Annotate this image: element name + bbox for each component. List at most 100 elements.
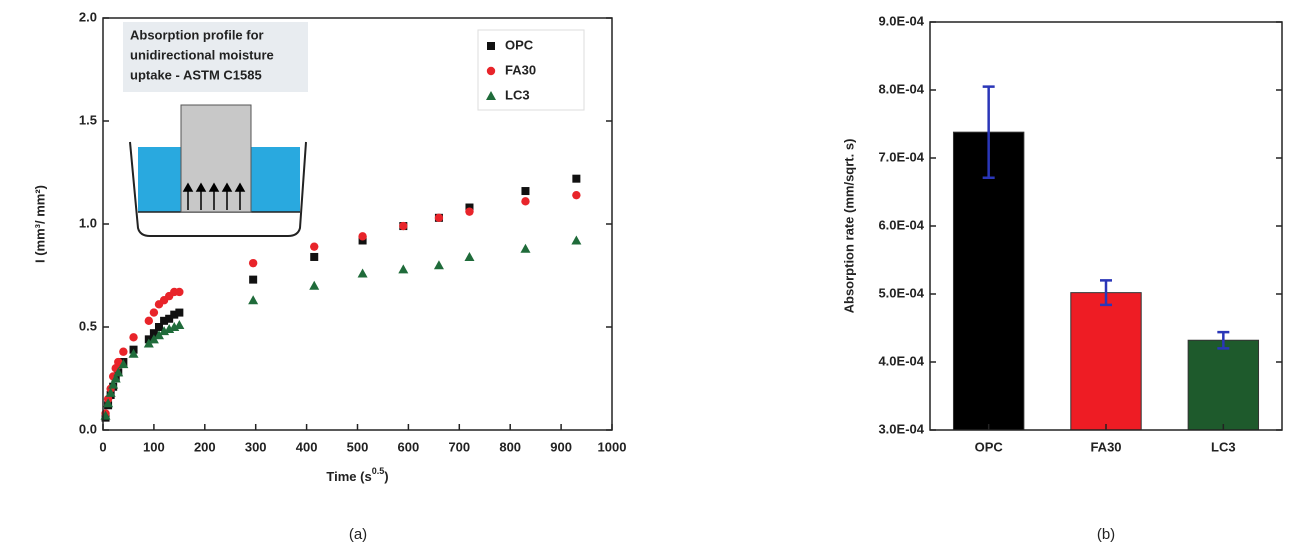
x-tick-label: LC3 xyxy=(1211,439,1236,454)
y-tick-label: 8.0E-04 xyxy=(878,81,924,96)
arrows xyxy=(182,182,246,210)
point xyxy=(465,207,474,216)
point xyxy=(175,287,184,297)
point xyxy=(160,316,169,325)
inset-diagram xyxy=(123,22,308,237)
point xyxy=(143,338,154,348)
point xyxy=(128,348,139,358)
point xyxy=(113,367,124,377)
annotation-box xyxy=(123,22,308,92)
point xyxy=(144,316,154,326)
legend-label: LC3 xyxy=(505,87,530,102)
point xyxy=(399,221,408,231)
legend-marker xyxy=(486,91,496,100)
point xyxy=(358,232,367,241)
x-tick-label: 600 xyxy=(398,439,420,454)
annotation: uptake - ASTM C1585 xyxy=(130,67,262,82)
x-tick-label: 700 xyxy=(448,439,470,454)
y-axis-label: Absorption rate (mm/sqrt. s) xyxy=(841,139,856,314)
x-axis-label-part: 0.5 xyxy=(372,466,385,476)
point xyxy=(149,329,158,338)
legend-box xyxy=(477,29,585,111)
y-tick-label: 1.0 xyxy=(79,215,97,230)
bar xyxy=(952,131,1025,431)
legend-label: FA30 xyxy=(505,62,536,77)
point xyxy=(249,275,258,284)
point xyxy=(154,323,163,331)
x-tick-label: 0 xyxy=(99,439,106,454)
x-tick-label: 500 xyxy=(347,439,369,454)
error-bar xyxy=(1217,330,1230,350)
bar xyxy=(1187,339,1260,431)
point xyxy=(572,174,581,183)
y-tick-label: 9.0E-04 xyxy=(878,13,924,28)
y-tick-label: 7.0E-04 xyxy=(878,149,924,164)
point xyxy=(434,213,444,223)
y-tick-label: 5.0E-04 xyxy=(878,285,924,300)
point xyxy=(357,268,368,278)
annotation: unidirectional moisture xyxy=(130,47,274,62)
container xyxy=(129,141,307,237)
point xyxy=(175,308,184,317)
point xyxy=(114,357,123,367)
y-tick-label: 1.5 xyxy=(79,112,97,127)
point xyxy=(521,197,530,206)
point xyxy=(103,398,114,408)
point xyxy=(433,260,444,270)
annotation: Absorption profile for xyxy=(130,27,264,42)
point xyxy=(119,347,128,356)
x-axis-label-part: Time (s xyxy=(326,469,371,484)
point xyxy=(174,319,185,329)
plot-frame xyxy=(929,21,1283,431)
x-tick-label: OPC xyxy=(975,439,1004,454)
point xyxy=(572,190,581,200)
point xyxy=(398,264,409,274)
caption: (a) xyxy=(349,526,367,543)
point xyxy=(108,379,119,389)
point xyxy=(118,359,129,369)
point xyxy=(310,252,319,261)
bar xyxy=(1070,292,1142,431)
point xyxy=(248,258,258,268)
point xyxy=(571,235,582,245)
error-bar xyxy=(1100,279,1112,307)
x-tick-label: FA30 xyxy=(1090,439,1121,454)
point xyxy=(309,280,320,290)
point xyxy=(148,334,159,344)
x-tick-label: 1000 xyxy=(598,439,627,454)
point xyxy=(165,314,174,323)
point xyxy=(153,330,164,340)
y-tick-label: 2.0 xyxy=(79,9,97,24)
y-tick-label: 6.0E-04 xyxy=(878,217,924,232)
point xyxy=(129,333,138,342)
y-tick-label: 3.0E-04 xyxy=(878,421,924,436)
point xyxy=(521,187,530,196)
x-axis-label-part: ) xyxy=(384,469,388,484)
point xyxy=(105,387,116,397)
point xyxy=(464,251,475,261)
point xyxy=(149,308,159,317)
plot-frame xyxy=(102,17,613,431)
x-tick-label: 900 xyxy=(550,439,572,454)
y-tick-label: 0.0 xyxy=(79,421,97,436)
y-tick-label: 4.0E-04 xyxy=(878,353,924,368)
legend-marker xyxy=(487,42,495,50)
x-tick-label: 200 xyxy=(194,439,216,454)
x-axis-label: Time (s0.5) xyxy=(326,466,388,484)
point xyxy=(310,242,319,251)
x-tick-label: 300 xyxy=(245,439,267,454)
error-bar xyxy=(982,85,995,179)
legend-label: OPC xyxy=(505,37,534,52)
point xyxy=(110,373,121,383)
point xyxy=(170,310,179,319)
y-tick-label: 0.5 xyxy=(79,318,97,333)
y-axis-label: I (mm³/ mm²) xyxy=(32,185,47,263)
caption: (b) xyxy=(1097,526,1115,543)
x-tick-label: 100 xyxy=(143,439,165,454)
legend-marker xyxy=(486,66,496,76)
x-tick-label: 400 xyxy=(296,439,318,454)
x-tick-label: 800 xyxy=(499,439,521,454)
point xyxy=(248,295,259,305)
point xyxy=(520,243,531,253)
